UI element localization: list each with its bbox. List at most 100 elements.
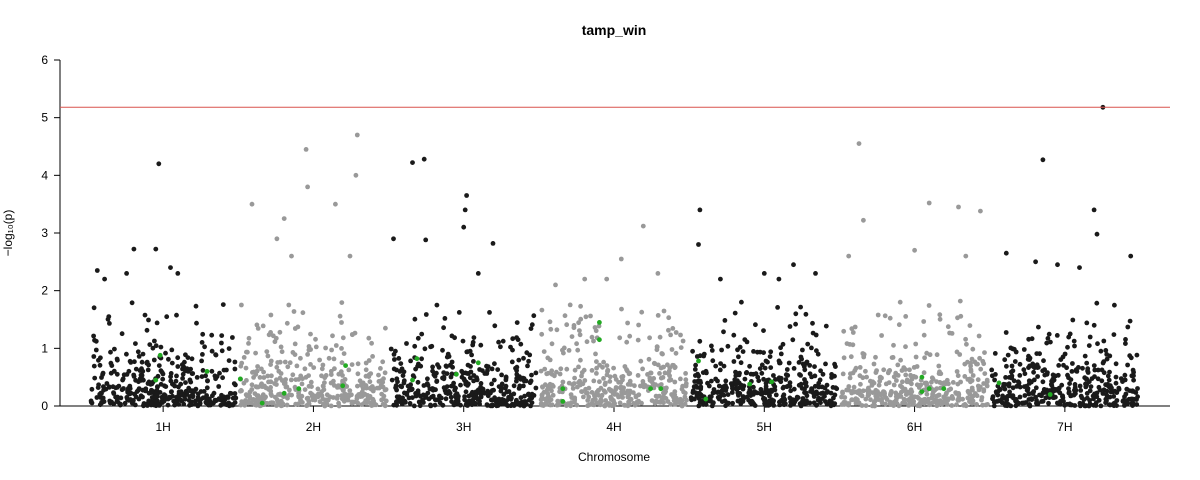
snp-point: [194, 375, 200, 380]
snp-point: [589, 368, 595, 373]
snp-point: [349, 392, 354, 398]
snp-point: [272, 394, 278, 400]
snp-point: [641, 384, 647, 390]
snp-point: [585, 403, 591, 409]
snp-point: [182, 368, 188, 374]
snp-point: [749, 399, 755, 405]
snp-point: [154, 391, 160, 397]
snp-point: [1048, 339, 1053, 345]
snp-point: [660, 375, 666, 380]
snp-point: [1130, 401, 1136, 406]
snp-point: [846, 253, 852, 259]
snp-point: [329, 347, 334, 353]
snp-point: [550, 382, 555, 388]
y-tick-label: 6: [41, 53, 48, 67]
snp-point: [260, 323, 266, 329]
snp-point: [1003, 330, 1009, 335]
snp-point: [874, 368, 879, 373]
snp-point: [402, 398, 408, 404]
snp-point: [391, 236, 396, 242]
snp-point: [948, 386, 954, 392]
snp-point: [740, 349, 746, 354]
snp-point: [899, 384, 905, 390]
snp-point: [603, 380, 608, 386]
snp-point: [841, 355, 847, 361]
snp-point: [482, 390, 487, 396]
snp-point: [864, 374, 869, 380]
snp-point: [119, 331, 125, 337]
snp-point: [522, 393, 527, 399]
snp-point: [1116, 386, 1122, 392]
snp-point: [293, 401, 299, 407]
snp-point: [444, 364, 449, 369]
snp-point: [800, 347, 805, 353]
snp-point: [775, 305, 780, 310]
snp-point: [538, 368, 544, 374]
snp-point: [313, 336, 318, 342]
snp-point: [362, 391, 368, 397]
snp-point: [753, 322, 758, 328]
y-tick-label: 0: [41, 399, 48, 413]
snp-point: [655, 394, 660, 399]
snp-point: [183, 380, 188, 385]
snp-point: [243, 365, 249, 371]
snp-point: [1007, 389, 1012, 395]
snp-point: [847, 342, 853, 347]
snp-point: [704, 370, 709, 376]
snp-point: [441, 376, 447, 382]
snp-point: [331, 383, 337, 388]
snp-point: [1064, 365, 1069, 371]
snp-point: [218, 402, 224, 408]
snp-point: [274, 236, 280, 242]
snp-point: [709, 378, 714, 384]
snp-point: [319, 366, 325, 372]
snp-point: [726, 400, 731, 406]
snp-point: [807, 363, 813, 368]
snp-point: [189, 402, 195, 407]
snp-point: [977, 355, 982, 361]
snp-point: [272, 339, 278, 345]
snp-point: [219, 348, 225, 354]
snp-point: [981, 361, 987, 367]
snp-point: [131, 398, 136, 403]
snp-point: [118, 395, 124, 401]
snp-point: [710, 390, 716, 396]
snp-point: [796, 360, 802, 365]
snp-point: [141, 403, 146, 409]
snp-point: [200, 368, 206, 373]
snp-point: [317, 357, 322, 363]
snp-point: [383, 387, 389, 392]
highlight-point: [340, 383, 346, 389]
snp-point: [379, 397, 384, 403]
snp-point: [770, 387, 776, 393]
snp-point: [528, 326, 534, 331]
snp-point: [569, 395, 575, 400]
snp-point: [247, 394, 253, 399]
snp-point: [701, 402, 706, 407]
snp-point: [421, 383, 427, 388]
snp-point: [520, 375, 526, 381]
y-tick-label: 5: [41, 111, 48, 125]
snp-point: [1122, 403, 1127, 408]
snp-point: [183, 352, 188, 358]
snp-point: [1130, 367, 1136, 373]
snp-point: [995, 389, 1001, 395]
snp-point: [613, 387, 619, 392]
snp-point: [903, 314, 909, 319]
snp-point: [861, 217, 866, 223]
snp-point: [992, 377, 997, 383]
snp-point: [175, 364, 181, 369]
snp-point: [341, 387, 346, 392]
snp-point: [560, 379, 566, 385]
snp-point: [244, 349, 249, 355]
snp-point: [480, 368, 485, 373]
snp-point: [95, 385, 101, 390]
snp-point: [1027, 363, 1032, 369]
snp-point: [433, 397, 439, 403]
snp-point: [668, 377, 674, 383]
snp-point: [323, 345, 328, 351]
snp-point: [697, 207, 703, 213]
snp-point: [232, 400, 238, 405]
snp-point: [319, 389, 325, 395]
snp-point: [696, 242, 701, 247]
